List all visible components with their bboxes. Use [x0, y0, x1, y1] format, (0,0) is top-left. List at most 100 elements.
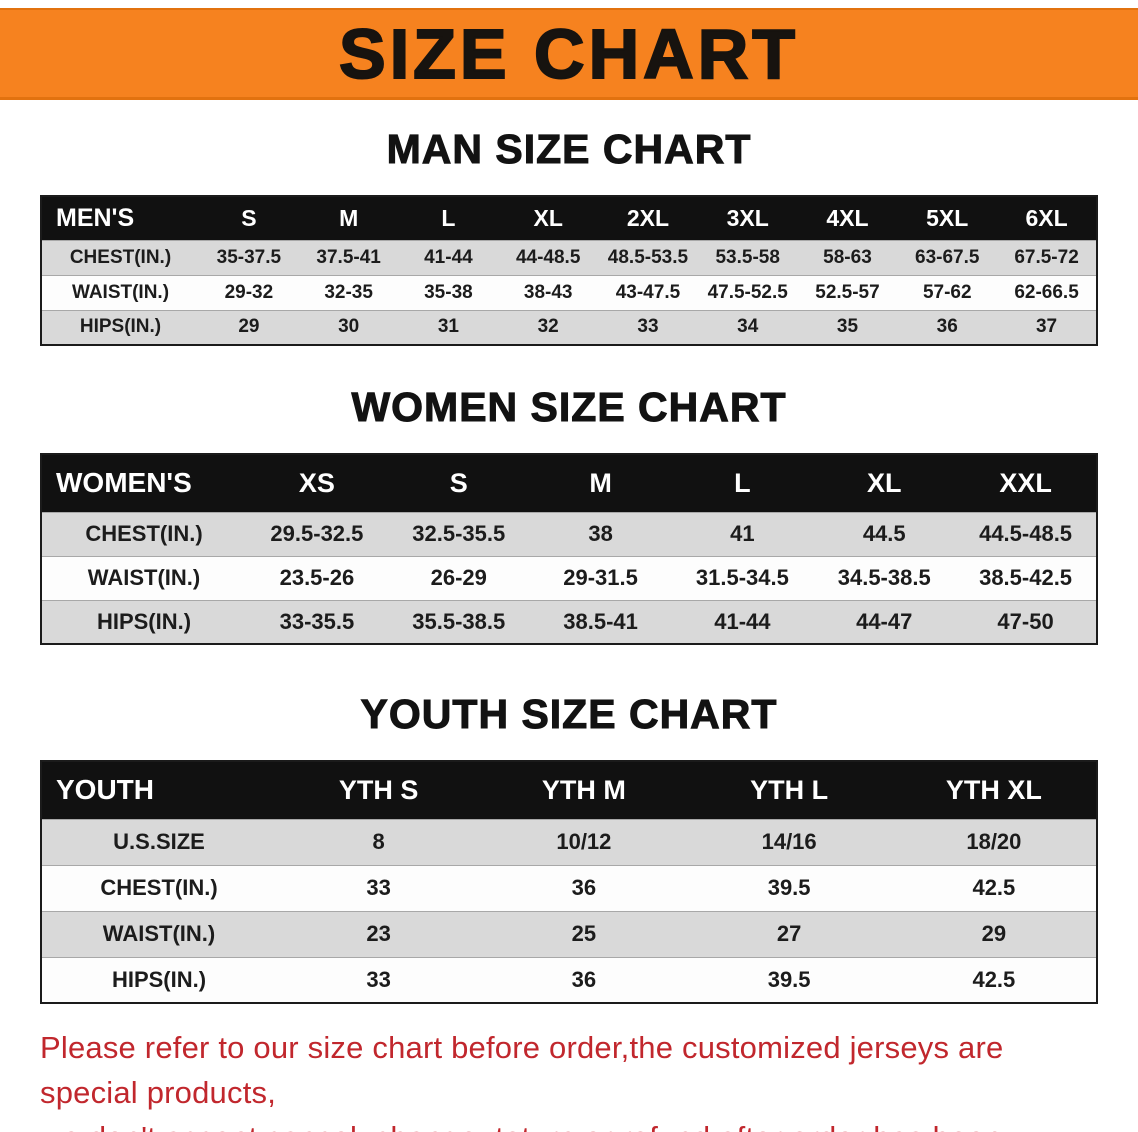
- size-column-header: 5XL: [897, 196, 998, 240]
- size-value: 58-63: [797, 239, 898, 275]
- size-value: 29-31.5: [529, 555, 672, 600]
- size-value: 44.5: [813, 511, 956, 556]
- women-size-table: WOMEN'S XS S M L XL XXL CHEST(IN.) 29.5-32.5 32.5…: [40, 453, 1098, 645]
- disclaimer-line-1: Please refer to our size chart before or…: [40, 1030, 1004, 1110]
- row-label: WAIST(IN.): [41, 910, 276, 957]
- row-label: CHEST(IN.): [41, 864, 276, 911]
- size-value: 43-47.5: [598, 274, 698, 310]
- size-value: 29-32: [199, 274, 299, 310]
- youth-size-table: YOUTH YTH S YTH M YTH L YTH XL U.S.SIZE 8 10/12…: [40, 760, 1098, 1004]
- table-row: HIPS(IN.) 33-35.5 35.5-38.5 38.5-41 41-44 44-…: [41, 599, 1097, 644]
- size-value: 25: [481, 910, 687, 957]
- section-youth: YOUTH SIZE CHART YOUTH YTH S YTH M YTH L YTH…: [0, 691, 1138, 1004]
- table-row: WAIST(IN.) 29-32 32-35 35-38 38-43 43-47.5 47.…: [41, 274, 1097, 310]
- table-title-cell: WOMEN'S: [41, 454, 246, 512]
- size-value: 29: [891, 910, 1097, 957]
- size-value: 52.5-57: [797, 274, 898, 310]
- row-label: HIPS(IN.): [41, 309, 199, 345]
- size-value: 29.5-32.5: [246, 511, 388, 556]
- size-value: 34.5-38.5: [813, 555, 956, 600]
- size-value: 35-37.5: [199, 239, 299, 275]
- size-value: 8: [276, 818, 482, 865]
- size-value: 38-43: [498, 274, 599, 310]
- row-label: HIPS(IN.): [41, 956, 276, 1003]
- size-column-header: YTH XL: [891, 761, 1097, 819]
- size-column-header: XXL: [955, 454, 1097, 512]
- size-value: 35.5-38.5: [387, 599, 530, 644]
- size-value: 37: [997, 309, 1097, 345]
- banner: SIZE CHART: [0, 8, 1138, 100]
- size-column-header: XS: [246, 454, 388, 512]
- row-label: U.S.SIZE: [41, 818, 276, 865]
- size-column-header: S: [199, 196, 299, 240]
- row-label: WAIST(IN.): [41, 555, 246, 600]
- size-column-header: S: [387, 454, 530, 512]
- size-value: 42.5: [891, 956, 1097, 1003]
- size-value: 33: [598, 309, 698, 345]
- size-column-header: YTH L: [686, 761, 892, 819]
- size-column-header: M: [298, 196, 399, 240]
- page-title: SIZE CHART: [338, 14, 799, 93]
- row-label: WAIST(IN.): [41, 274, 199, 310]
- size-value: 41-44: [398, 239, 499, 275]
- size-value: 35: [797, 309, 898, 345]
- size-value: 18/20: [891, 818, 1097, 865]
- size-column-header: L: [398, 196, 499, 240]
- size-value: 41-44: [671, 599, 814, 644]
- size-value: 53.5-58: [697, 239, 798, 275]
- size-column-header: 6XL: [997, 196, 1097, 240]
- men-size-table: MEN'S S M L XL 2XL 3XL 4XL 5XL 6XL CHEST(IN.) 35-37…: [40, 195, 1098, 346]
- table-row: CHEST(IN.) 33 36 39.5 42.5: [41, 864, 1097, 911]
- size-value: 14/16: [686, 818, 892, 865]
- disclaimer-line-2: we don't accept cancel, change, teturn o…: [40, 1116, 1110, 1132]
- size-value: 33: [276, 864, 482, 911]
- size-value: 29: [199, 309, 299, 345]
- size-value: 32: [498, 309, 599, 345]
- size-column-header: YTH M: [481, 761, 687, 819]
- size-value: 47.5-52.5: [697, 274, 798, 310]
- table-title-cell: MEN'S: [41, 196, 199, 240]
- size-value: 31: [398, 309, 499, 345]
- size-value: 37.5-41: [298, 239, 399, 275]
- table-row: WAIST(IN.) 23 25 27 29: [41, 910, 1097, 957]
- size-value: 39.5: [686, 956, 892, 1003]
- women-section-heading: WOMEN SIZE CHART: [351, 384, 787, 431]
- size-value: 27: [686, 910, 892, 957]
- table-header-row: MEN'S S M L XL 2XL 3XL 4XL 5XL 6XL: [41, 196, 1097, 240]
- size-column-header: 4XL: [797, 196, 898, 240]
- size-value: 36: [481, 864, 687, 911]
- size-value: 57-62: [897, 274, 998, 310]
- size-value: 39.5: [686, 864, 892, 911]
- size-value: 44.5-48.5: [955, 511, 1097, 556]
- size-value: 32.5-35.5: [387, 511, 530, 556]
- size-value: 38: [529, 511, 672, 556]
- size-value: 30: [298, 309, 399, 345]
- men-section-heading: MAN SIZE CHART: [386, 126, 752, 173]
- size-column-header: L: [671, 454, 814, 512]
- size-column-header: 3XL: [697, 196, 798, 240]
- table-row: CHEST(IN.) 35-37.5 37.5-41 41-44 44-48.5 48.5…: [41, 239, 1097, 275]
- table-row: HIPS(IN.) 29 30 31 32 33 34 35 36 37: [41, 309, 1097, 345]
- row-label: HIPS(IN.): [41, 599, 246, 644]
- size-value: 63-67.5: [897, 239, 998, 275]
- size-value: 41: [671, 511, 814, 556]
- disclaimer: Please refer to our size chart before or…: [40, 1026, 1110, 1132]
- size-value: 36: [897, 309, 998, 345]
- size-value: 67.5-72: [997, 239, 1097, 275]
- table-row: CHEST(IN.) 29.5-32.5 32.5-35.5 38 41 44.5 44.5…: [41, 511, 1097, 556]
- table-row: U.S.SIZE 8 10/12 14/16 18/20: [41, 818, 1097, 865]
- section-men: MAN SIZE CHART MEN'S S M L XL 2XL 3XL 4XL 5XL 6XL…: [0, 126, 1138, 346]
- size-value: 38.5-42.5: [955, 555, 1097, 600]
- size-value: 32-35: [298, 274, 399, 310]
- size-value: 35-38: [398, 274, 499, 310]
- table-title-cell: YOUTH: [41, 761, 276, 819]
- size-column-header: YTH S: [276, 761, 482, 819]
- size-value: 10/12: [481, 818, 687, 865]
- size-value: 23: [276, 910, 482, 957]
- table-header-row: WOMEN'S XS S M L XL XXL: [41, 454, 1097, 512]
- size-value: 31.5-34.5: [671, 555, 814, 600]
- table-row: WAIST(IN.) 23.5-26 26-29 29-31.5 31.5-34.5 34…: [41, 555, 1097, 600]
- youth-section-heading: YOUTH SIZE CHART: [360, 691, 778, 738]
- size-column-header: M: [529, 454, 672, 512]
